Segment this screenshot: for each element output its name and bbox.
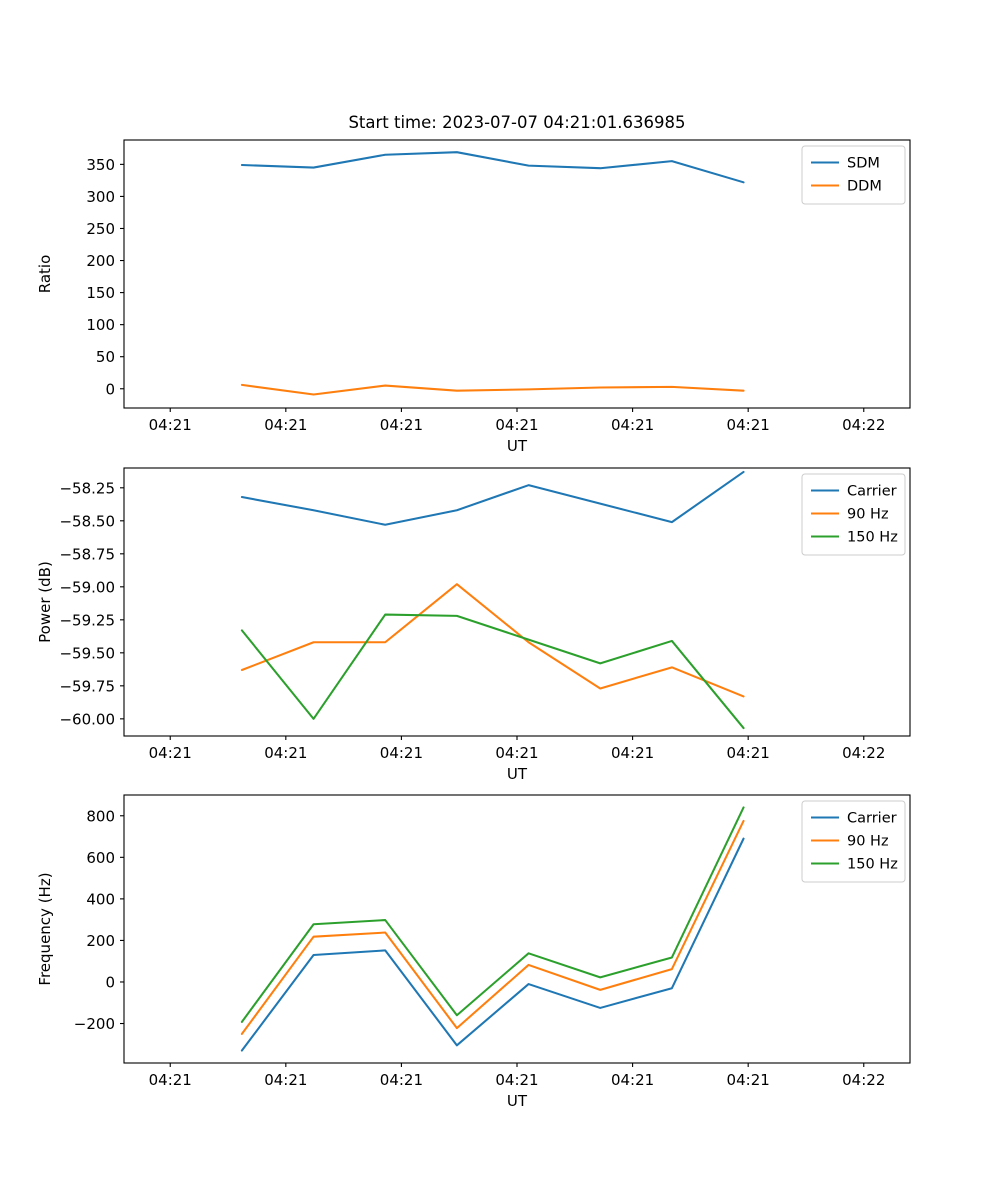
chart-legend[interactable]: Carrier 90 Hz 150 Hz: [801, 473, 906, 556]
chart-legend[interactable]: Carrier 90 Hz 150 Hz: [801, 800, 906, 883]
y-axis-label: Frequency (Hz): [36, 872, 54, 985]
x-tick-label: 04:21: [264, 1071, 307, 1089]
y-tick-label: 350: [86, 156, 115, 174]
chart-svg: Start time: 2023-07-07 04:21:01.636985 0 5…: [36, 113, 911, 455]
subplot-power: −58.25 −58.50 −58.75 −59.00 −59.25 −59.50 −59.…: [0, 455, 1000, 790]
series-group: [240, 470, 745, 730]
y-tick-label: 0: [105, 973, 115, 991]
x-axis-label: UT: [507, 437, 528, 455]
legend-box: [801, 800, 906, 883]
plot-frame: [123, 139, 911, 409]
y-tick-label: −60.00: [59, 710, 115, 728]
series-line-90-hz: [240, 583, 745, 698]
series-line-90-hz: [240, 819, 745, 1035]
series-group: [240, 151, 745, 396]
y-tick-label: 100: [86, 316, 115, 334]
y-tick-label: 300: [86, 188, 115, 206]
chart-title: Start time: 2023-07-07 04:21:01.636985: [348, 113, 685, 132]
y-tick-label: 50: [96, 348, 115, 366]
y-tick-label: −59.00: [59, 578, 115, 596]
legend-box: [801, 145, 906, 205]
series-line-ddm: [240, 383, 745, 396]
x-tick-label: 04:21: [727, 744, 770, 762]
chart-legend[interactable]: SDM DDM: [801, 145, 906, 205]
x-tick-label: 04:21: [611, 744, 654, 762]
x-tick-label: 04:21: [380, 416, 423, 434]
legend-label-90-hz: 90 Hz: [847, 507, 889, 523]
subplot-ratio: Start time: 2023-07-07 04:21:01.636985 0 5…: [0, 110, 1000, 455]
legend-label-ddm: DDM: [847, 179, 882, 195]
y-axis-label: Power (dB): [36, 561, 54, 643]
subplot-frequency: −200 0 200 400 600 800 04:21 04:21 04:21 04:21 04:…: [0, 780, 1000, 1120]
x-tick-label: 04:22: [842, 1071, 885, 1089]
y-tick-label: 400: [86, 890, 115, 908]
x-tick-label: 04:21: [149, 744, 192, 762]
x-tick-label: 04:22: [842, 744, 885, 762]
y-tick-label: −58.50: [59, 512, 115, 530]
x-tick-label: 04:21: [264, 744, 307, 762]
x-tick-label: 04:21: [611, 416, 654, 434]
legend-label-90-hz: 90 Hz: [847, 834, 889, 850]
x-tick-label: 04:22: [842, 416, 885, 434]
x-tick-label: 04:21: [495, 1071, 538, 1089]
legend-label-sdm: SDM: [847, 156, 880, 172]
plot-frame: [123, 467, 911, 737]
y-axis-label: Ratio: [36, 255, 54, 294]
x-axis-label: UT: [507, 765, 528, 783]
y-tick-label: 200: [86, 252, 115, 270]
x-axis-label: UT: [507, 1092, 528, 1110]
y-tick-label: 250: [86, 220, 115, 238]
x-tick-label: 04:21: [149, 1071, 192, 1089]
y-tick-label: −58.25: [59, 479, 115, 497]
legend-label-150-hz: 150 Hz: [847, 857, 898, 873]
y-tick-label: −200: [74, 1015, 115, 1033]
x-tick-label: 04:21: [495, 416, 538, 434]
legend-label-carrier: Carrier: [847, 484, 897, 500]
x-tick-label: 04:21: [149, 416, 192, 434]
x-tick-label: 04:21: [380, 744, 423, 762]
x-tick-label: 04:21: [264, 416, 307, 434]
x-tick-label: 04:21: [380, 1071, 423, 1089]
x-tick-label: 04:21: [727, 1071, 770, 1089]
y-tick-label: −58.75: [59, 545, 115, 563]
y-tick-label: −59.75: [59, 677, 115, 695]
y-tick-label: −59.50: [59, 644, 115, 662]
series-line-carrier: [240, 837, 745, 1052]
y-tick-label: 150: [86, 284, 115, 302]
series-line-150-hz: [240, 613, 745, 730]
y-tick-label: 200: [86, 932, 115, 950]
plot-frame: [123, 794, 911, 1064]
y-tick-label: 0: [105, 380, 115, 398]
y-tick-label: 800: [86, 807, 115, 825]
chart-svg: −200 0 200 400 600 800 04:21 04:21 04:21 04:21 04:…: [36, 794, 911, 1110]
legend-label-150-hz: 150 Hz: [847, 530, 898, 546]
y-tick-label: 600: [86, 849, 115, 867]
series-group: [240, 806, 745, 1052]
x-tick-label: 04:21: [611, 1071, 654, 1089]
legend-label-carrier: Carrier: [847, 811, 897, 827]
series-line-sdm: [240, 151, 745, 184]
x-tick-label: 04:21: [495, 744, 538, 762]
series-line-carrier: [240, 470, 745, 526]
legend-box: [801, 473, 906, 556]
chart-svg: −58.25 −58.50 −58.75 −59.00 −59.25 −59.50 −59.…: [36, 467, 911, 783]
y-tick-label: −59.25: [59, 611, 115, 629]
series-line-150-hz: [240, 806, 745, 1023]
x-tick-label: 04:21: [727, 416, 770, 434]
